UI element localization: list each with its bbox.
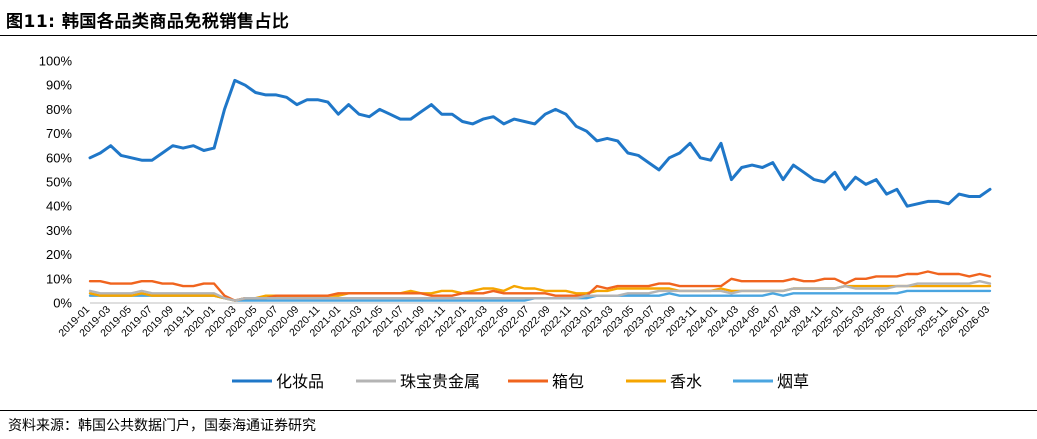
y-tick-label: 60% [46,150,72,165]
figure-title: 图11: 韩国各品类商品免税销售占比 [6,12,290,32]
legend-label: 烟草 [777,372,809,391]
series-group [88,78,992,302]
source-divider [0,410,1037,411]
legend-label: 香水 [670,372,702,391]
y-tick-label: 10% [46,271,72,286]
legend: 化妆品 珠宝贵金属 箱包 香水 烟草 [232,372,809,391]
y-axis: 0% 10% 20% 30% 40% 50% 60% 70% 80% 90% 100% [39,54,73,311]
y-tick-label: 100% [39,54,73,69]
source-note: 资料来源：韩国公共数据门户，国泰海通证券研究 [8,418,316,434]
y-tick-label: 70% [46,126,72,141]
y-tick-label: 20% [46,247,72,262]
title-bar: 图11: 韩国各品类商品免税销售占比 [0,0,1037,36]
y-tick-label: 40% [46,199,72,214]
y-tick-label: 50% [46,175,72,190]
x-axis: 2019-012019-032019-052019-072019-092019-… [56,302,992,339]
y-tick-label: 80% [46,102,72,117]
y-tick-label: 30% [46,223,72,238]
line-chart: 0% 10% 20% 30% 40% 50% 60% 70% 80% 90% 100% 2019-0… [39,54,992,392]
legend-label: 珠宝贵金属 [400,372,480,391]
series-line [88,279,992,302]
y-tick-label: 90% [46,78,72,93]
series-line [88,78,992,208]
legend-label: 化妆品 [276,372,324,391]
y-tick-label: 0% [53,296,72,311]
legend-label: 箱包 [552,372,584,391]
